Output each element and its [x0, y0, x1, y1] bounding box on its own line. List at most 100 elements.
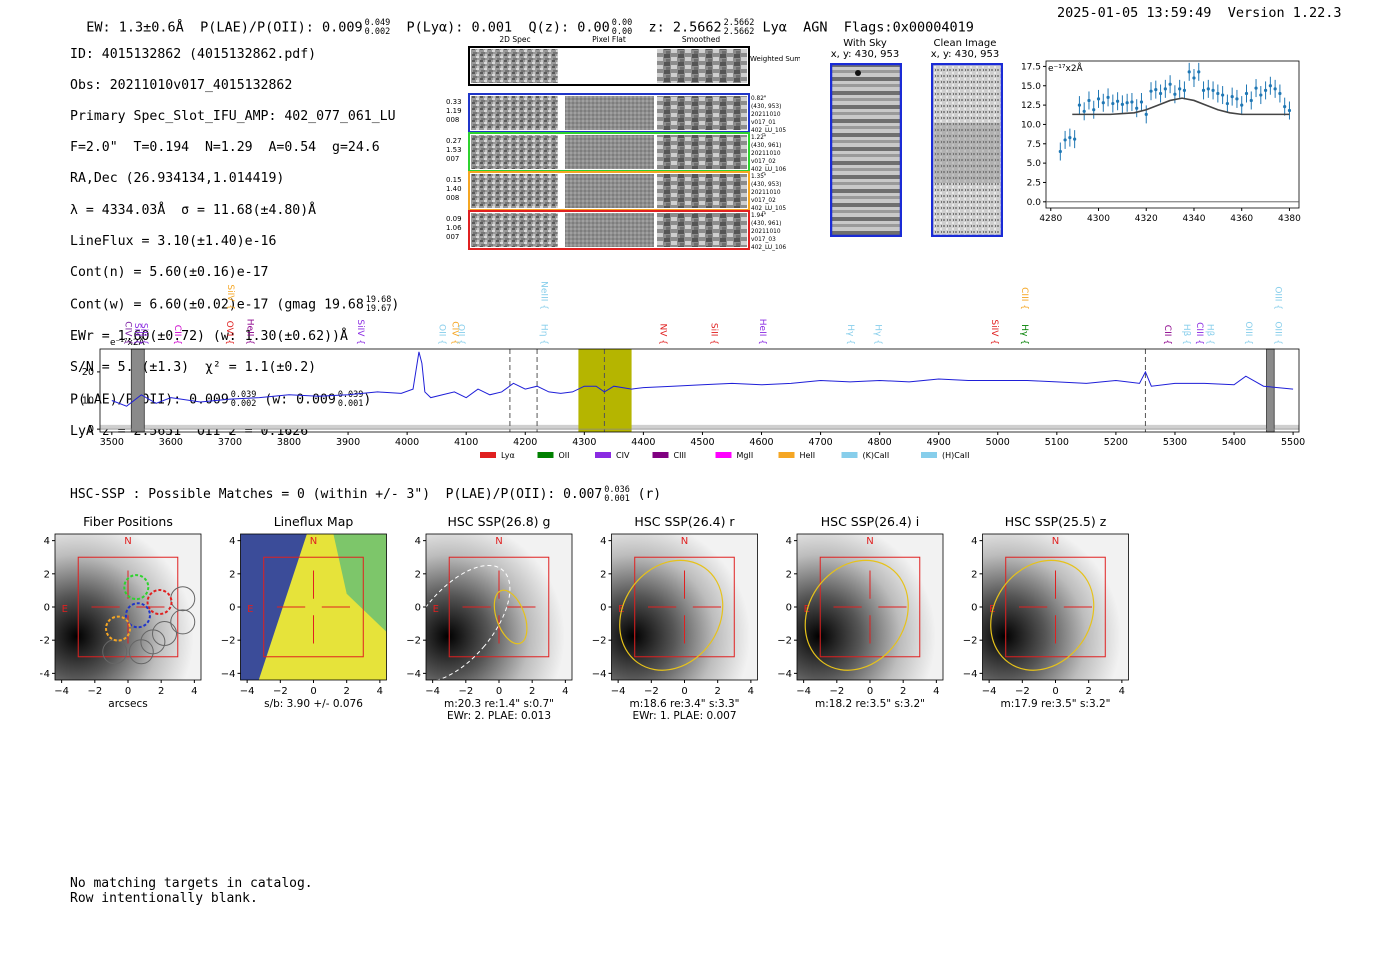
hsc-ytick-label-0-4: 4	[44, 536, 50, 547]
cutout-flat-2	[565, 174, 654, 208]
hsc-ytick-label-4-2: 0	[786, 603, 792, 614]
legend-swatch-7	[921, 452, 937, 458]
full-unit-label: e⁻¹⁷x2Å	[110, 336, 146, 348]
hsc-north-4: N	[866, 536, 873, 547]
full-xtick-label-12: 4700	[808, 437, 832, 448]
hsc-ytick-label-3-1: −2	[592, 636, 607, 647]
hsc-north-5: N	[1052, 536, 1059, 547]
hsc-xtick-label-1-1: −2	[273, 686, 288, 697]
obs-line: Obs: 20211010v017_4015132862	[70, 77, 293, 93]
col-2d-label: 2D Spec	[499, 35, 530, 44]
hsc-image-4	[797, 534, 943, 680]
footer-line-2: Row intentionally blank.	[70, 891, 258, 906]
full-xtick-label-17: 5200	[1104, 437, 1128, 448]
hsc-ytick-label-4-3: 2	[786, 569, 792, 580]
hsc-ytick-label-5-3: 2	[971, 569, 977, 580]
cutout-grid: 2D Spec Pixel Flat Smoothed Weighted Sum…	[446, 35, 800, 251]
full-xtick-label-16: 5100	[1045, 437, 1069, 448]
fiber-3	[105, 615, 132, 642]
cutout-right-0-3: v017_01	[751, 120, 776, 126]
hsc-ellipse-5	[990, 559, 1095, 671]
hsc-east-0: E	[62, 604, 68, 615]
hsc-north-3: N	[681, 536, 688, 547]
cutout-right-0-2: 20211010	[751, 112, 781, 118]
zoom-point-0	[1058, 149, 1062, 154]
cutout-flat-1	[565, 135, 654, 169]
qz-label: Q(z): 0.00	[528, 19, 610, 36]
hsc-xtick-label-5-0: −4	[982, 686, 997, 697]
zoom-point-47	[1283, 105, 1287, 109]
zoom-point-1	[1063, 138, 1067, 142]
hsc-panel-0: Fiber Positions N E −4 −4 −2 −2 0 0 2 2 4 4 arcsecs	[40, 514, 202, 710]
hsc-box-0	[77, 556, 179, 658]
hsc-ytick-label-1-0: −4	[221, 669, 236, 680]
cutout-smooth-0	[657, 96, 747, 130]
params-line: F=2.0" T=0.194 N=1.29 A=0.54 g=24.6	[70, 140, 380, 156]
with-sky-image	[830, 63, 902, 237]
zoom-xtick-label-1: 4300	[1087, 214, 1110, 224]
plae-label: P(LAE)/P(OII): 0.009	[200, 19, 363, 36]
zoom-point-48	[1287, 108, 1292, 113]
hsc-xtick-label-3-3: 2	[714, 686, 720, 697]
hsc-xtick-label-1-3: 2	[343, 686, 349, 697]
hsc-xtick-label-2-3: 2	[529, 686, 535, 697]
full-xtick-label-20: 5500	[1281, 437, 1305, 448]
cutout-left-0-2: 008	[446, 116, 459, 124]
hsc-panel-2: HSC SSP(26.8) g N E −4 −4 −2 −2 0 0 2 2 4 4 m:20.3 re…	[404, 514, 573, 722]
hsc-xlabel-5: m:17.9 re:3.5" s:3.2"	[1001, 698, 1111, 710]
hsc-east-2: E	[433, 604, 439, 615]
cutout-right-0-4: 402_LU_105	[751, 128, 786, 134]
col-flat-label: Pixel Flat	[592, 35, 626, 44]
zoom-point-44	[1268, 84, 1272, 88]
class-label: AGN	[803, 19, 828, 36]
full-xtick-label-7: 4200	[513, 437, 537, 448]
zoom-xtick-label-4: 4360	[1230, 214, 1253, 224]
cutout-right-1-1: (430, 961)	[751, 143, 781, 149]
line-label-7: SiIV {	[355, 319, 365, 345]
hsc-ytick-label-0-3: 2	[44, 569, 50, 580]
full-xtick-label-1: 3600	[159, 437, 183, 448]
line-label-5: OVI {	[224, 321, 234, 345]
zoom-point-33	[1216, 91, 1220, 96]
full-frame	[99, 348, 1300, 433]
hsc-image-2	[426, 534, 572, 680]
full-xtick-label-18: 5300	[1163, 437, 1187, 448]
hsc-xlabel-1: s/b: 3.90 +/- 0.076	[264, 698, 363, 710]
cutout-2d-1	[471, 135, 558, 169]
cutout-right-3-0: 1.94"	[751, 213, 767, 219]
zoom-ytick-label-3: 7.5	[1027, 140, 1041, 150]
zoom-point-21	[1158, 91, 1163, 96]
zoom-fit-line	[1072, 97, 1290, 116]
hsc-ytick-label-5-0: −4	[963, 669, 978, 680]
zoom-point-34	[1221, 93, 1225, 97]
full-xtick-label-4: 3900	[336, 437, 360, 448]
cutout-left-2-2: 008	[446, 194, 459, 202]
hsc-ytick-label-3-3: 2	[600, 569, 606, 580]
zoom-ytick-label-6: 15.0	[1021, 82, 1041, 92]
weighted-2d	[471, 49, 558, 83]
hsc-xtick-label-3-2: 0	[681, 686, 687, 697]
cutout-right-1-0: 1.22"	[751, 135, 767, 141]
timestamp: 2025-01-05 13:59:49	[1057, 5, 1212, 21]
line-label-9: CIV {	[450, 321, 460, 345]
hsc-xtick-label-5-4: 4	[1119, 686, 1125, 697]
legend-swatch-1	[537, 452, 554, 458]
cutout-smooth-3	[657, 213, 747, 247]
footer-line-1: No matching targets in catalog.	[70, 876, 313, 891]
col-smooth-label: Smoothed	[682, 35, 721, 44]
full-xtick-label-5: 4000	[395, 437, 419, 448]
line-label-18: SiIV {	[989, 319, 999, 345]
legend-label-7: (H)CaII	[942, 451, 969, 460]
zoom-unit-label: e⁻¹⁷x2Å	[1048, 62, 1084, 74]
zoom-point-8	[1096, 97, 1101, 101]
hsc-xtick-label-0-3: 2	[158, 686, 164, 697]
zoom-point-18	[1144, 112, 1148, 116]
lambda-line: λ = 4334.03Å σ = 11.68(±4.80)Å	[70, 202, 317, 218]
hsc-ytick-label-3-2: 0	[600, 603, 606, 614]
zoom-frame	[1045, 60, 1300, 209]
legend-label-1: OII	[559, 451, 570, 460]
masked-band-1	[1266, 348, 1275, 433]
zoom-point-7	[1092, 108, 1096, 112]
hsc-ytick-label-4-4: 4	[786, 536, 792, 547]
cutout-left-2-0: 0.15	[446, 176, 462, 184]
